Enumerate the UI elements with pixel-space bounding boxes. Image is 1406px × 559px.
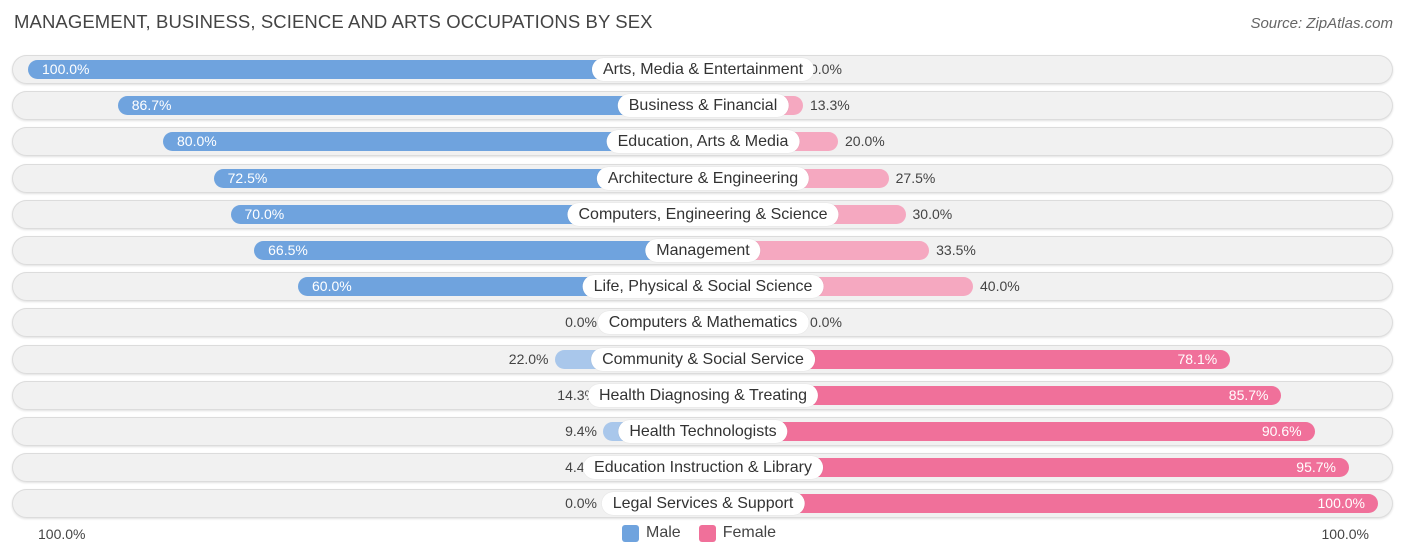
value-label-male: 72.5%	[227, 170, 268, 186]
legend-item-female: Female	[698, 524, 777, 542]
bar-female	[703, 494, 1378, 513]
bar-male	[117, 96, 703, 115]
value-label-male: 100.0%	[42, 61, 90, 77]
value-label-male: 86.7%	[131, 97, 172, 113]
value-label-female: 85.7%	[1228, 387, 1269, 403]
chart-title: MANAGEMENT, BUSINESS, SCIENCE AND ARTS O…	[14, 11, 653, 32]
bar-female	[703, 386, 1282, 405]
bar-female	[703, 458, 1349, 477]
value-label-female: 95.7%	[1296, 459, 1336, 475]
category-label: Life, Physical & Social Science	[582, 275, 824, 298]
legend-label-male: Male	[646, 524, 681, 541]
category-label: Computers, Engineering & Science	[567, 203, 839, 226]
value-label-male: 66.5%	[268, 242, 308, 258]
value-label-male: 80.0%	[177, 133, 217, 149]
value-label-female: 13.3%	[810, 97, 850, 113]
bar-male	[213, 169, 703, 188]
value-label-female: 40.0%	[980, 278, 1020, 294]
category-label: Education Instruction & Library	[583, 456, 823, 479]
legend-swatch-male	[622, 524, 639, 542]
value-label-male: 9.4%	[565, 423, 597, 439]
value-label-female: 30.0%	[912, 206, 953, 222]
value-label-female: 90.6%	[1261, 423, 1302, 439]
legend-label-female: Female	[722, 524, 777, 541]
bar-female	[703, 350, 1231, 369]
value-label-male: 0.0%	[565, 314, 597, 330]
value-label-female: 0.0%	[810, 61, 842, 77]
value-label-male: 60.0%	[312, 278, 352, 294]
category-label: Legal Services & Support	[601, 492, 805, 515]
bar-male	[28, 60, 703, 79]
category-label: Business & Financial	[617, 94, 789, 117]
category-label: Arts, Media & Entertainment	[591, 58, 815, 81]
legend-swatch-female	[698, 524, 716, 542]
value-label-male: 0.0%	[565, 495, 597, 511]
bar-male	[254, 241, 703, 260]
category-label: Management	[645, 239, 761, 262]
category-label: Community & Social Service	[591, 348, 815, 371]
value-label-male: 22.0%	[508, 351, 549, 367]
value-label-female: 33.5%	[936, 242, 976, 258]
category-label: Architecture & Engineering	[596, 167, 810, 190]
bar-male	[163, 132, 703, 151]
value-label-female: 0.0%	[810, 314, 842, 330]
value-label-male: 70.0%	[244, 206, 285, 222]
value-label-female: 100.0%	[1317, 495, 1365, 511]
bar-female	[703, 422, 1315, 441]
legend-item-male: Male	[622, 524, 681, 542]
category-label: Education, Arts & Media	[606, 130, 800, 153]
value-label-male: 14.3%	[557, 387, 597, 403]
axis-left-label: 100.0%	[38, 526, 86, 542]
value-label-female: 27.5%	[895, 170, 936, 186]
category-label: Health Diagnosing & Treating	[587, 384, 819, 407]
value-label-female: 20.0%	[845, 133, 885, 149]
category-label: Computers & Mathematics	[597, 311, 809, 334]
category-label: Health Technologists	[618, 420, 788, 443]
value-label-female: 78.1%	[1177, 351, 1218, 367]
legend: Male Female	[622, 524, 794, 542]
source-credit: Source: ZipAtlas.com	[1250, 15, 1393, 32]
axis-right-label: 100.0%	[1321, 526, 1369, 542]
